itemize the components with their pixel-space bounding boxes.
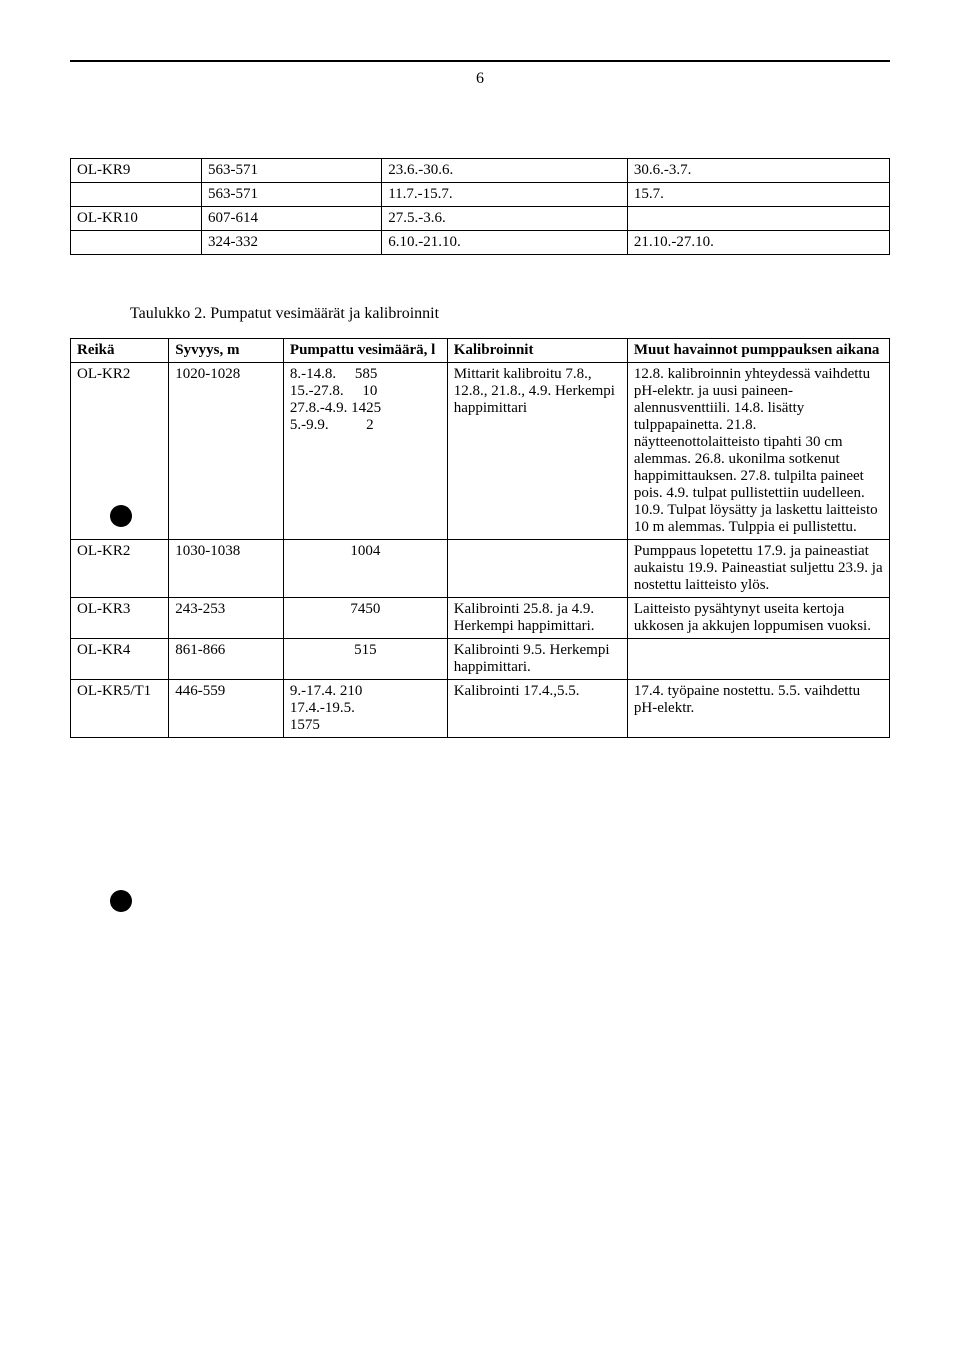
table-row: OL-KR21020-10288.-14.8. 585 15.-27.8. 10… [71, 363, 890, 540]
table-row: 324-3326.10.-21.10.21.10.-27.10. [71, 231, 890, 255]
table-cell [71, 183, 202, 207]
t2-header-reika: Reikä [71, 339, 169, 363]
table-cell: OL-KR5/T1 [71, 680, 169, 738]
table-row: OL-KR9563-57123.6.-30.6.30.6.-3.7. [71, 159, 890, 183]
bullet-marker [110, 890, 132, 912]
table-cell [627, 207, 889, 231]
table-cell: Kalibrointi 25.8. ja 4.9. Herkempi happi… [447, 598, 627, 639]
table-cell: 324-332 [202, 231, 382, 255]
t2-header-syvyys: Syvyys, m [169, 339, 284, 363]
t2-header-pumpattu: Pumpattu vesimäärä, l [283, 339, 447, 363]
table-cell: 8.-14.8. 585 15.-27.8. 10 27.8.-4.9. 142… [283, 363, 447, 540]
table-row: 563-57111.7.-15.7.15.7. [71, 183, 890, 207]
table-cell: 563-571 [202, 159, 382, 183]
table-cell: 607-614 [202, 207, 382, 231]
table-cell: 861-866 [169, 639, 284, 680]
table-cell: 243-253 [169, 598, 284, 639]
table-cell: Kalibrointi 17.4.,5.5. [447, 680, 627, 738]
table-row: OL-KR21030-10381004 Pumppaus lopetettu 17… [71, 540, 890, 598]
table-cell: 1004 [283, 540, 447, 598]
t2-header-havainnot: Muut havainnot pumppauksen aikana [627, 339, 889, 363]
table-cell: OL-KR9 [71, 159, 202, 183]
table-row: OL-KR4861-866515Kalibrointi 9.5. Herkemp… [71, 639, 890, 680]
table-2: Reikä Syvyys, m Pumpattu vesimäärä, l Ka… [70, 338, 890, 738]
table-cell: OL-KR3 [71, 598, 169, 639]
table-cell: Pumppaus lopetettu 17.9. ja paineastiat … [627, 540, 889, 598]
table-cell: 515 [283, 639, 447, 680]
page-number: 6 [70, 70, 890, 88]
table-cell: 446-559 [169, 680, 284, 738]
table-cell: 1020-1028 [169, 363, 284, 540]
table-row: OL-KR3243-2537450Kalibrointi 25.8. ja 4.… [71, 598, 890, 639]
table-cell: 15.7. [627, 183, 889, 207]
table-cell: 17.4. työpaine nostettu. 5.5. vaihdettu … [627, 680, 889, 738]
table-cell: OL-KR4 [71, 639, 169, 680]
table-cell [71, 231, 202, 255]
table-cell: 21.10.-27.10. [627, 231, 889, 255]
table-cell: 11.7.-15.7. [382, 183, 628, 207]
table-cell: Laitteisto pysähtynyt useita kertoja ukk… [627, 598, 889, 639]
table-cell: 23.6.-30.6. [382, 159, 628, 183]
table-cell: OL-KR2 [71, 540, 169, 598]
table-cell: 563-571 [202, 183, 382, 207]
table-cell: OL-KR10 [71, 207, 202, 231]
table-cell: Mittarit kalibroitu 7.8., 12.8., 21.8., … [447, 363, 627, 540]
table-cell: 6.10.-21.10. [382, 231, 628, 255]
table-cell: 27.5.-3.6. [382, 207, 628, 231]
table-row: OL-KR10607-61427.5.-3.6. [71, 207, 890, 231]
table-cell: Kalibrointi 9.5. Herkempi happimittari. [447, 639, 627, 680]
table-cell: 9.-17.4. 210 17.4.-19.5. 1575 [283, 680, 447, 738]
table-cell: 30.6.-3.7. [627, 159, 889, 183]
t2-header-kalibroinnit: Kalibroinnit [447, 339, 627, 363]
table-1: OL-KR9563-57123.6.-30.6.30.6.-3.7.563-57… [70, 158, 890, 255]
table-cell: 7450 [283, 598, 447, 639]
table-cell [627, 639, 889, 680]
table-cell: 1030-1038 [169, 540, 284, 598]
table-row: OL-KR5/T1446-5599.-17.4. 210 17.4.-19.5.… [71, 680, 890, 738]
table2-caption: Taulukko 2. Pumpatut vesimäärät ja kalib… [130, 305, 890, 323]
table-cell: 12.8. kalibroinnin yhteydessä vaihdettu … [627, 363, 889, 540]
bullet-marker [110, 505, 132, 527]
table-cell [447, 540, 627, 598]
